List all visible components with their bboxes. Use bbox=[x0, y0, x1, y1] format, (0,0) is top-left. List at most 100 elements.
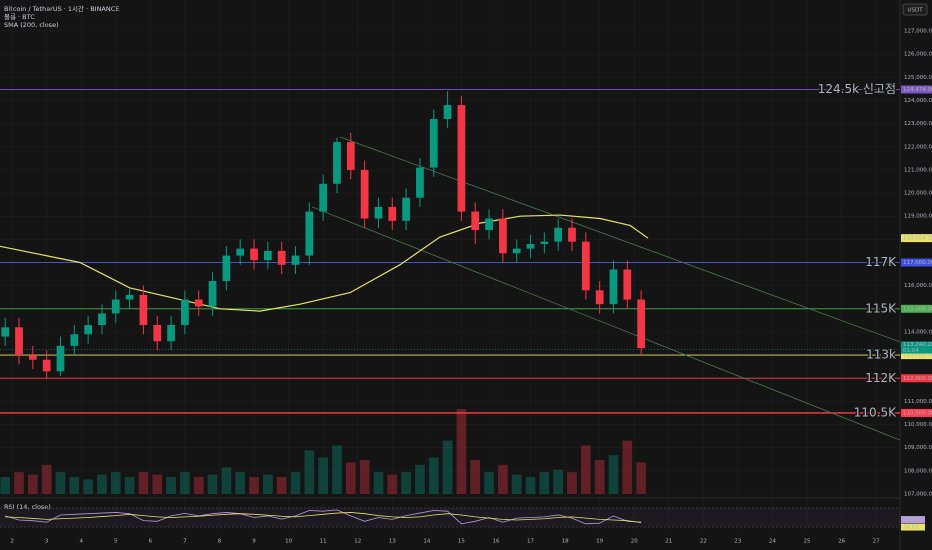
y-tick-label: 127,000.00 bbox=[904, 29, 932, 35]
price-tag bbox=[901, 341, 932, 354]
volume-bar bbox=[304, 450, 315, 494]
y-tick-label: 107,000.00 bbox=[904, 492, 932, 498]
price-tag-label: 113,000.00 bbox=[903, 353, 932, 359]
candle-body bbox=[208, 281, 217, 307]
price-tag-label: 117,000.00 bbox=[903, 260, 932, 266]
candle-body bbox=[388, 206, 397, 221]
candle-body bbox=[277, 250, 286, 265]
x-tick-label: 15 bbox=[458, 539, 465, 545]
x-tick-label: 24 bbox=[769, 539, 776, 545]
candle-body bbox=[512, 248, 521, 254]
x-tick-label: 9 bbox=[252, 539, 256, 545]
x-tick-label: 11 bbox=[320, 539, 327, 545]
x-tick-label: 2 bbox=[10, 539, 14, 545]
price-tag-label: 115,000.00 bbox=[903, 306, 932, 312]
volume-bar bbox=[580, 445, 591, 494]
level-label: 110.5K bbox=[854, 405, 897, 419]
y-tick-label: 111,000.00 bbox=[904, 399, 932, 405]
price-tag bbox=[901, 408, 932, 417]
candle-body bbox=[457, 105, 466, 212]
volume-bar bbox=[622, 440, 633, 494]
candle-body bbox=[263, 250, 272, 261]
candle-body bbox=[28, 355, 37, 360]
volume-bar bbox=[373, 472, 384, 494]
volume-bar bbox=[207, 474, 218, 494]
volume-bar bbox=[539, 472, 550, 494]
x-tick-label: 12 bbox=[354, 539, 361, 545]
candle-body bbox=[581, 241, 590, 291]
volume-label: 볼륨 · BTC bbox=[4, 12, 35, 21]
sma-line bbox=[0, 214, 649, 312]
volume-bar bbox=[525, 477, 536, 494]
candle-body bbox=[153, 325, 162, 342]
volume-bar bbox=[567, 472, 577, 494]
x-tick-label: 26 bbox=[838, 539, 845, 545]
candle-body bbox=[443, 105, 452, 119]
volume-bar bbox=[55, 472, 66, 494]
candle-body bbox=[181, 299, 189, 326]
y-tick-label: 123,000.00 bbox=[904, 121, 932, 127]
candle-body bbox=[222, 255, 231, 282]
volume-bar bbox=[511, 474, 522, 494]
volume-bar bbox=[428, 457, 439, 494]
volume-bar bbox=[41, 464, 52, 494]
volume-bar bbox=[14, 472, 24, 494]
x-tick-label: 18 bbox=[562, 539, 569, 545]
volume-bar bbox=[415, 464, 425, 494]
candle-body bbox=[333, 142, 341, 184]
x-tick-label: 19 bbox=[596, 539, 603, 545]
volume-bar bbox=[484, 472, 494, 494]
volume-bar bbox=[594, 460, 605, 494]
volume-bar bbox=[345, 462, 356, 494]
price-tag bbox=[901, 523, 925, 531]
price-tag bbox=[901, 374, 932, 383]
y-tick-label: 114,000.00 bbox=[904, 329, 932, 335]
y-tick-label: 119,000.00 bbox=[904, 214, 932, 220]
price-tag-label: 35.64 bbox=[903, 517, 919, 523]
candle-body bbox=[637, 299, 645, 349]
volume-bar bbox=[69, 477, 80, 494]
candle-body bbox=[42, 359, 51, 372]
candle-body bbox=[305, 211, 314, 256]
price-tag-label: 110,500.00 bbox=[903, 410, 932, 416]
candle-body bbox=[499, 218, 507, 254]
volume-bar bbox=[290, 472, 301, 494]
candle-body bbox=[568, 227, 576, 242]
x-tick-label: 16 bbox=[492, 539, 499, 545]
level-label: 115K bbox=[865, 301, 897, 315]
volume-bar bbox=[249, 477, 259, 494]
candle-body bbox=[56, 345, 65, 372]
candle-body bbox=[554, 227, 563, 242]
price-tag bbox=[901, 304, 932, 313]
volume-bar bbox=[470, 460, 481, 494]
y-tick-label: 125,000.00 bbox=[904, 75, 932, 81]
price-tag bbox=[901, 516, 925, 524]
x-tick-label: 3 bbox=[45, 539, 49, 545]
x-tick-label: 17 bbox=[527, 539, 534, 545]
candle-body bbox=[291, 255, 300, 265]
candle-body bbox=[167, 325, 175, 342]
volume-bar bbox=[138, 472, 149, 494]
level-label: 113k bbox=[866, 348, 896, 362]
currency[interactable]: USDT bbox=[907, 8, 923, 14]
x-tick-label: 25 bbox=[804, 539, 811, 545]
candle-body bbox=[15, 327, 23, 356]
volume-bar bbox=[387, 474, 398, 494]
volume-bar bbox=[166, 477, 176, 494]
x-tick-label: 4 bbox=[79, 539, 83, 545]
x-tick-label: 13 bbox=[389, 539, 396, 545]
level-label: 112K bbox=[865, 371, 897, 385]
currency-box[interactable] bbox=[902, 3, 928, 16]
y-tick-label: 122,000.00 bbox=[904, 144, 932, 150]
x-tick-label: 27 bbox=[873, 539, 880, 545]
y-tick-label: 124,000.00 bbox=[904, 98, 932, 104]
sma-label: SMA (200, close) bbox=[4, 21, 59, 29]
candle-body bbox=[416, 167, 424, 198]
countdown: 01:04 bbox=[903, 348, 919, 354]
candle-body bbox=[125, 294, 134, 300]
trendline bbox=[311, 206, 901, 441]
price-tag-label: 112,000.00 bbox=[903, 376, 932, 382]
volume-bar bbox=[180, 472, 190, 494]
